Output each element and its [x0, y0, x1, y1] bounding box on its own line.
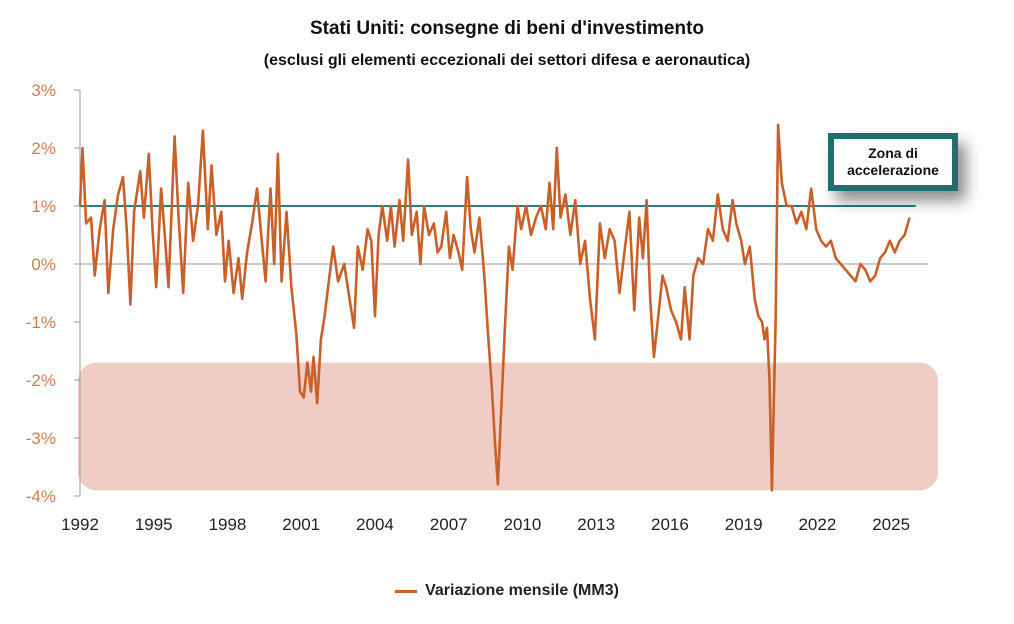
x-tick-label: 2013 [577, 515, 615, 534]
x-tick-label: 1992 [61, 515, 99, 534]
y-tick-label: -3% [26, 429, 56, 448]
chart-subtitle: (esclusi gli elementi eccezionali dei se… [263, 52, 751, 69]
legend-line-swatch [395, 589, 418, 593]
y-tick-label: 2% [31, 139, 56, 158]
x-tick-label: 2025 [872, 515, 910, 534]
x-tick-label: 2019 [725, 515, 763, 534]
x-tick-label: 2022 [798, 515, 836, 534]
series-line [78, 123, 911, 492]
y-tick-label: -2% [26, 371, 56, 390]
y-tick-label: 1% [31, 197, 56, 216]
legend-label: Variazione mensile (MM3) [425, 582, 619, 599]
legend: Variazione mensile (MM3) [0, 582, 1014, 600]
x-tick-label: 2007 [430, 515, 468, 534]
y-tick-label: -4% [26, 487, 56, 506]
y-tick-label: 3% [31, 81, 56, 100]
chart-title: Stati Uniti: consegne di beni d'investim… [309, 18, 705, 39]
x-tick-label: 1995 [135, 515, 173, 534]
x-tick-label: 1998 [209, 515, 247, 534]
x-tick-label: 2016 [651, 515, 689, 534]
x-tick-label: 2001 [282, 515, 320, 534]
x-tick-label: 2004 [356, 515, 394, 534]
acceleration-zone-callout: Zona di accelerazione [828, 133, 958, 191]
x-tick-label: 2010 [504, 515, 542, 534]
y-tick-label: -1% [26, 313, 56, 332]
y-tick-label: 0% [31, 255, 56, 274]
shaded-band [78, 362, 938, 491]
